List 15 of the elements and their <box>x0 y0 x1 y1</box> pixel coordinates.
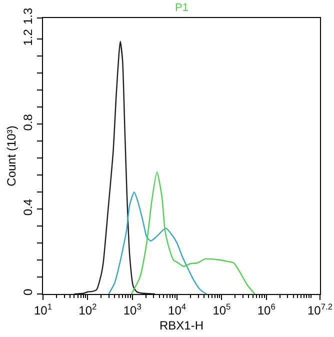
y-tick-label: 0 <box>21 288 36 296</box>
x-tick-label: 10$^{1}$ <box>34 301 52 318</box>
x-tick-label: 10$^{4}$ <box>168 301 186 318</box>
x-axis-title: RBX1-H <box>159 318 204 332</box>
y-tick-label: 0.8 <box>21 114 36 131</box>
y-tick-label: 1.2 <box>21 28 36 46</box>
x-tick-label: 10$^{3}$ <box>123 301 142 318</box>
x-tick-label: 10$^{6}$ <box>257 301 276 318</box>
text: P1 <box>175 2 188 14</box>
x-tick-label: 10$^{2}$ <box>78 301 98 318</box>
y-tick-label: 0.4 <box>21 198 36 216</box>
x-tick-label: 10$^{5}$ <box>212 301 232 318</box>
y-tick-label: 1.3 <box>21 8 36 25</box>
x-tick-label: 10$^{7.2}$ <box>307 301 333 318</box>
y-axis-title: Count (10³) <box>4 126 18 186</box>
